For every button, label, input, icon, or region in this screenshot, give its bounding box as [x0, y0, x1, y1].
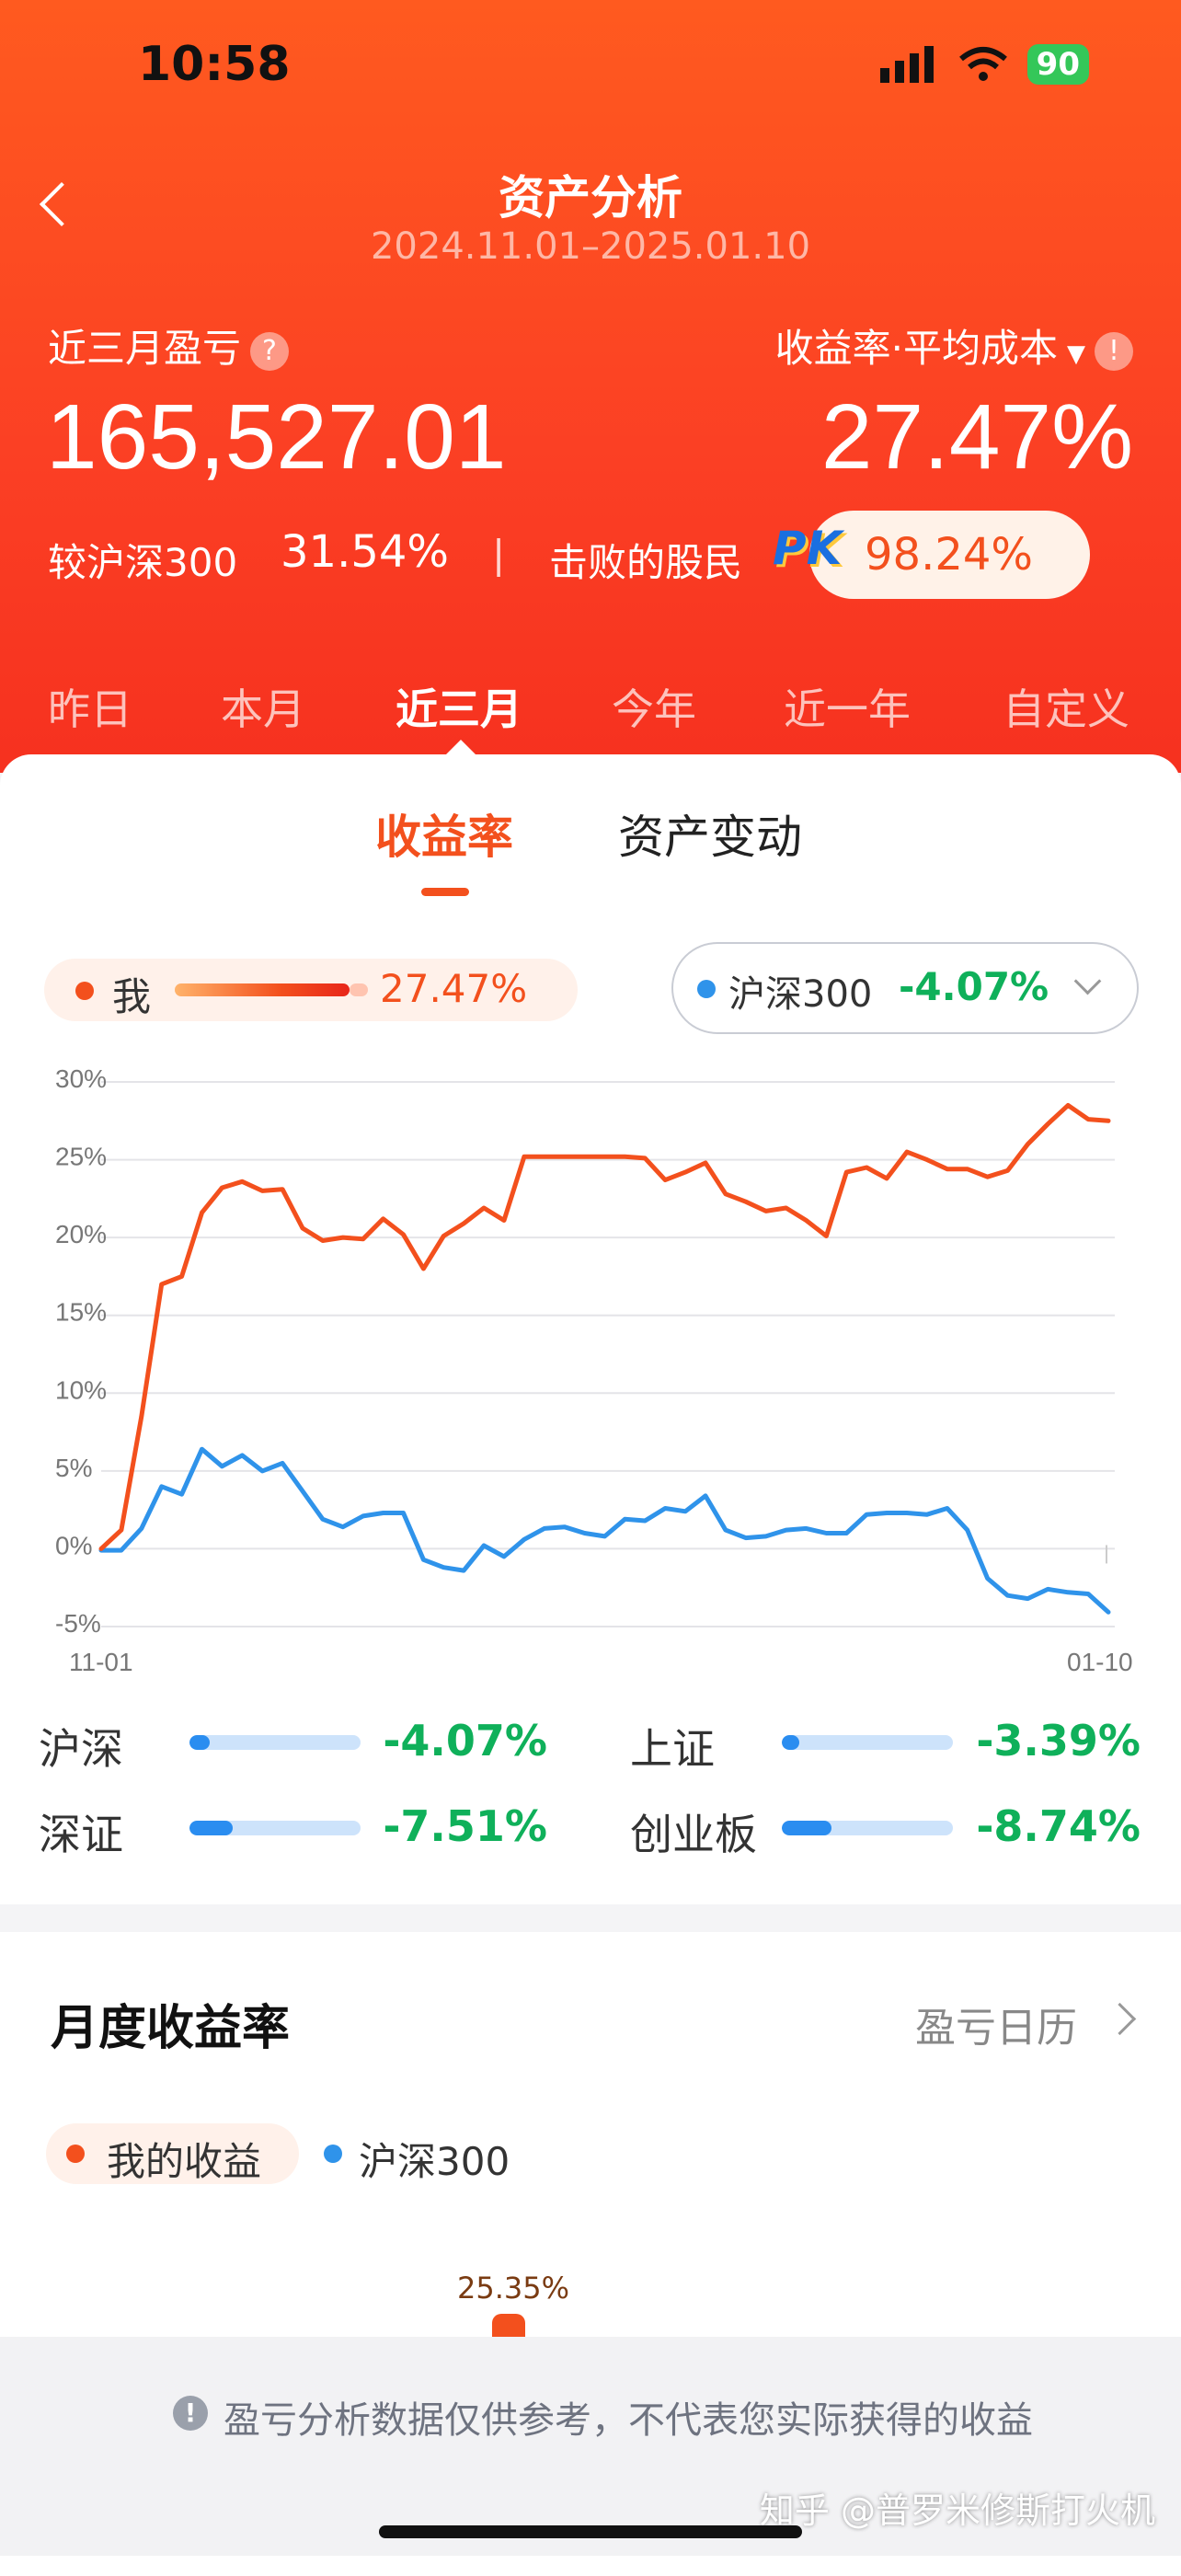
index-value-cyb: -8.74%: [976, 1801, 1141, 1851]
index-name-sh: 上证: [630, 1724, 715, 1774]
header: 10:58 90 资产分析 2024.11.01–2025.01.10 近三月盈…: [0, 0, 1181, 773]
monthly-legend-me: 我的收益: [46, 2123, 299, 2184]
y-tick-label: 20%: [55, 1220, 107, 1248]
y-tick-label: -5%: [55, 1609, 101, 1638]
index-bar-fill-hs: [189, 1735, 211, 1750]
wifi-icon: [958, 47, 1007, 81]
rate-value: 27.47%: [820, 385, 1133, 489]
me-swatch-tail: [350, 983, 368, 996]
y-tick-label: 5%: [55, 1454, 92, 1482]
active-tab-pointer: [444, 740, 477, 756]
rate-label-row[interactable]: 收益率·平均成本 ▼!: [775, 317, 1133, 374]
footer: ! 盈亏分析数据仅供参考，不代表您实际获得的收益 知乎 @普罗米修斯打火机: [0, 2337, 1181, 2556]
disclaimer: 盈亏分析数据仅供参考，不代表您实际获得的收益: [224, 2399, 1033, 2442]
beat-value: 98.24%: [865, 529, 1034, 581]
dropdown-icon: ▼: [1067, 340, 1085, 368]
series-line-me: [98, 1102, 1111, 1551]
compare-value: 31.54%: [281, 526, 450, 578]
signal-icon: [879, 46, 934, 83]
battery-indicator: 90: [1026, 44, 1089, 85]
me-line-swatch: [175, 983, 350, 996]
tab-three-months[interactable]: 近三月: [396, 684, 522, 734]
pk-badge: PK: [773, 522, 843, 575]
info-icon: !: [173, 2396, 208, 2431]
index-bar-fill-sh: [782, 1735, 799, 1750]
legend-bench-value: -4.07%: [899, 964, 1049, 1009]
tab-custom[interactable]: 自定义: [1003, 684, 1129, 734]
period-tabs: 昨日 本月 近三月 今年 近一年 自定义: [0, 676, 1181, 741]
segment-rate[interactable]: 收益率: [375, 811, 513, 864]
bench-dot-icon: [324, 2145, 342, 2163]
bench-dot-icon: [697, 980, 716, 998]
legend-me-value: 27.47%: [380, 966, 528, 1011]
status-icons: 90: [879, 44, 1089, 85]
index-bar-fill-sz: [189, 1821, 233, 1835]
index-bar-sz: [189, 1821, 361, 1835]
me-dot-icon: [75, 982, 94, 1000]
calendar-link[interactable]: 盈亏日历: [915, 2005, 1077, 2052]
date-range: 2024.11.01–2025.01.10: [370, 225, 811, 268]
pnl-value: 165,527.01: [46, 385, 507, 489]
index-bar-sh: [782, 1735, 953, 1750]
index-value-hs: -4.07%: [383, 1716, 547, 1765]
yield-line-chart: 30% 25% 20% 15% 10% 5% 0% -5% 11-01 01-10: [55, 1064, 1133, 1676]
status-time: 10:58: [138, 37, 291, 92]
bar-value-label: 25.35%: [457, 2271, 570, 2306]
chevron-right-icon[interactable]: [1103, 2002, 1137, 2036]
me-dot-icon: [66, 2145, 85, 2163]
x-tick-label: 01-10: [1067, 1648, 1133, 1676]
index-bar-hs: [189, 1735, 361, 1750]
compare-label: 较沪深300: [48, 540, 238, 585]
legend-me: 我 27.47%: [44, 959, 578, 1021]
chevron-down-icon: [1073, 967, 1102, 995]
info-icon[interactable]: !: [1095, 331, 1133, 371]
segment-asset-change[interactable]: 资产变动: [618, 811, 802, 864]
index-bar-fill-cyb: [782, 1821, 831, 1835]
series-line-benchmark: [98, 1446, 1111, 1615]
home-indicator: [379, 2525, 802, 2538]
index-name-sz: 深证: [39, 1810, 123, 1859]
index-value-sz: -7.51%: [383, 1801, 547, 1851]
tab-this-month[interactable]: 本月: [221, 684, 305, 734]
monthly-legend-bench-label: 沪深300: [359, 2139, 510, 2184]
index-value-sh: -3.39%: [976, 1716, 1141, 1765]
y-tick-label: 25%: [55, 1143, 107, 1171]
rate-label: 收益率·平均成本: [774, 326, 1058, 371]
monthly-legend-me-label: 我的收益: [107, 2139, 262, 2184]
tab-this-year[interactable]: 今年: [612, 684, 696, 734]
legend-bench-label: 沪深300: [728, 973, 873, 1016]
legend-benchmark-selector[interactable]: 沪深300 -4.07%: [671, 942, 1139, 1034]
monthly-title: 月度收益率: [51, 2001, 291, 2056]
watermark: 知乎 @普罗米修斯打火机: [759, 2490, 1155, 2531]
index-bar-cyb: [782, 1821, 953, 1835]
tab-one-year[interactable]: 近一年: [784, 684, 911, 734]
index-name-hs: 沪深: [39, 1724, 123, 1774]
legend-me-label: 我: [112, 974, 152, 1019]
pnl-label-row: 近三月盈亏?: [48, 317, 290, 374]
y-tick-label: 30%: [55, 1064, 107, 1093]
help-icon[interactable]: ?: [250, 331, 290, 371]
y-tick-label: 0%: [55, 1531, 92, 1559]
page-title: 资产分析: [499, 171, 682, 224]
y-tick-label: 10%: [55, 1375, 107, 1404]
pnl-label: 近三月盈亏: [48, 326, 242, 371]
divider: |: [492, 532, 506, 577]
beat-label: 击败的股民: [549, 540, 743, 585]
index-name-cyb: 创业板: [630, 1810, 757, 1859]
x-tick-label: 11-01: [69, 1648, 133, 1676]
beat-pill: 98.24%: [809, 511, 1090, 599]
y-tick-label: 15%: [55, 1298, 107, 1327]
tab-yesterday[interactable]: 昨日: [48, 684, 132, 734]
segment-underline: [421, 888, 469, 896]
